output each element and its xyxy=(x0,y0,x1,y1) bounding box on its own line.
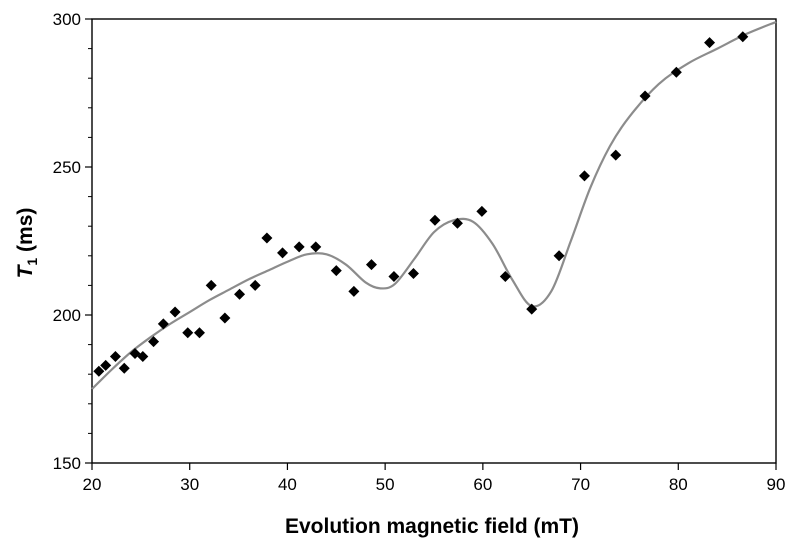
x-tick-label: 90 xyxy=(767,475,786,494)
data-point-diamond xyxy=(277,247,289,259)
x-tick-label: 30 xyxy=(180,475,199,494)
data-point-diamond xyxy=(118,362,130,374)
data-point-diamond xyxy=(137,350,149,362)
x-tick-label: 40 xyxy=(278,475,297,494)
data-point-diamond xyxy=(100,359,112,371)
data-point-diamond xyxy=(737,31,749,43)
data-point-diamond xyxy=(330,265,342,277)
data-point-diamond xyxy=(553,250,565,262)
plot-frame xyxy=(91,18,777,464)
data-point-diamond xyxy=(407,268,419,280)
data-point-diamond xyxy=(261,232,273,244)
fit-curve xyxy=(91,20,777,390)
x-tick-label: 60 xyxy=(473,475,492,494)
data-point-diamond xyxy=(499,271,511,283)
data-point-diamond xyxy=(109,350,121,362)
data-point-diamond xyxy=(639,90,651,102)
data-point-diamond xyxy=(310,241,322,253)
data-point-diamond xyxy=(182,327,194,339)
data-point-diamond xyxy=(429,214,441,226)
data-point-diamond xyxy=(249,279,261,291)
data-point-diamond xyxy=(670,66,682,78)
data-point-diamond xyxy=(205,279,217,291)
data-point-diamond xyxy=(610,149,622,161)
data-point-diamond xyxy=(526,303,538,315)
data-point-diamond xyxy=(388,271,400,283)
data-point-diamond xyxy=(365,259,377,271)
axes xyxy=(85,18,777,470)
data-point-diamond xyxy=(148,336,160,348)
data-point-diamond xyxy=(93,365,105,377)
y-tick-label: 150 xyxy=(53,454,81,473)
data-point-diamond xyxy=(578,170,590,182)
x-tick-label: 80 xyxy=(669,475,688,494)
data-point-diamond xyxy=(169,306,181,318)
y-axis-title: T1 (ms) xyxy=(14,208,40,279)
x-tick-label: 20 xyxy=(83,475,102,494)
svg-text:T1 (ms): T1 (ms) xyxy=(14,208,40,279)
data-point-diamond xyxy=(157,318,169,330)
y-tick-label: 300 xyxy=(53,10,81,29)
y-axis-title-unit: (ms) xyxy=(14,208,37,258)
data-point-diamond xyxy=(219,312,231,324)
data-point-diamond xyxy=(193,327,205,339)
y-tick-label: 250 xyxy=(53,158,81,177)
data-point-diamond xyxy=(234,288,246,300)
fit-line-layer xyxy=(91,20,777,390)
data-point-diamond xyxy=(704,37,716,49)
data-point-diamond xyxy=(476,205,488,217)
marker-layer xyxy=(93,31,749,377)
data-point-diamond xyxy=(348,285,360,297)
y-axis-title-subscript: 1 xyxy=(24,258,40,266)
y-tick-label: 200 xyxy=(53,306,81,325)
x-tick-label: 70 xyxy=(571,475,590,494)
tick-label-layer: 20 30 40 50 60 70 80 90 150 200 250 300 xyxy=(53,10,786,494)
y-axis-title-symbol: T xyxy=(14,263,37,278)
data-point-diamond xyxy=(451,217,463,229)
x-tick-label: 50 xyxy=(376,475,395,494)
data-point-diamond xyxy=(293,241,305,253)
x-axis-title: Evolution magnetic field (mT) xyxy=(285,515,579,538)
